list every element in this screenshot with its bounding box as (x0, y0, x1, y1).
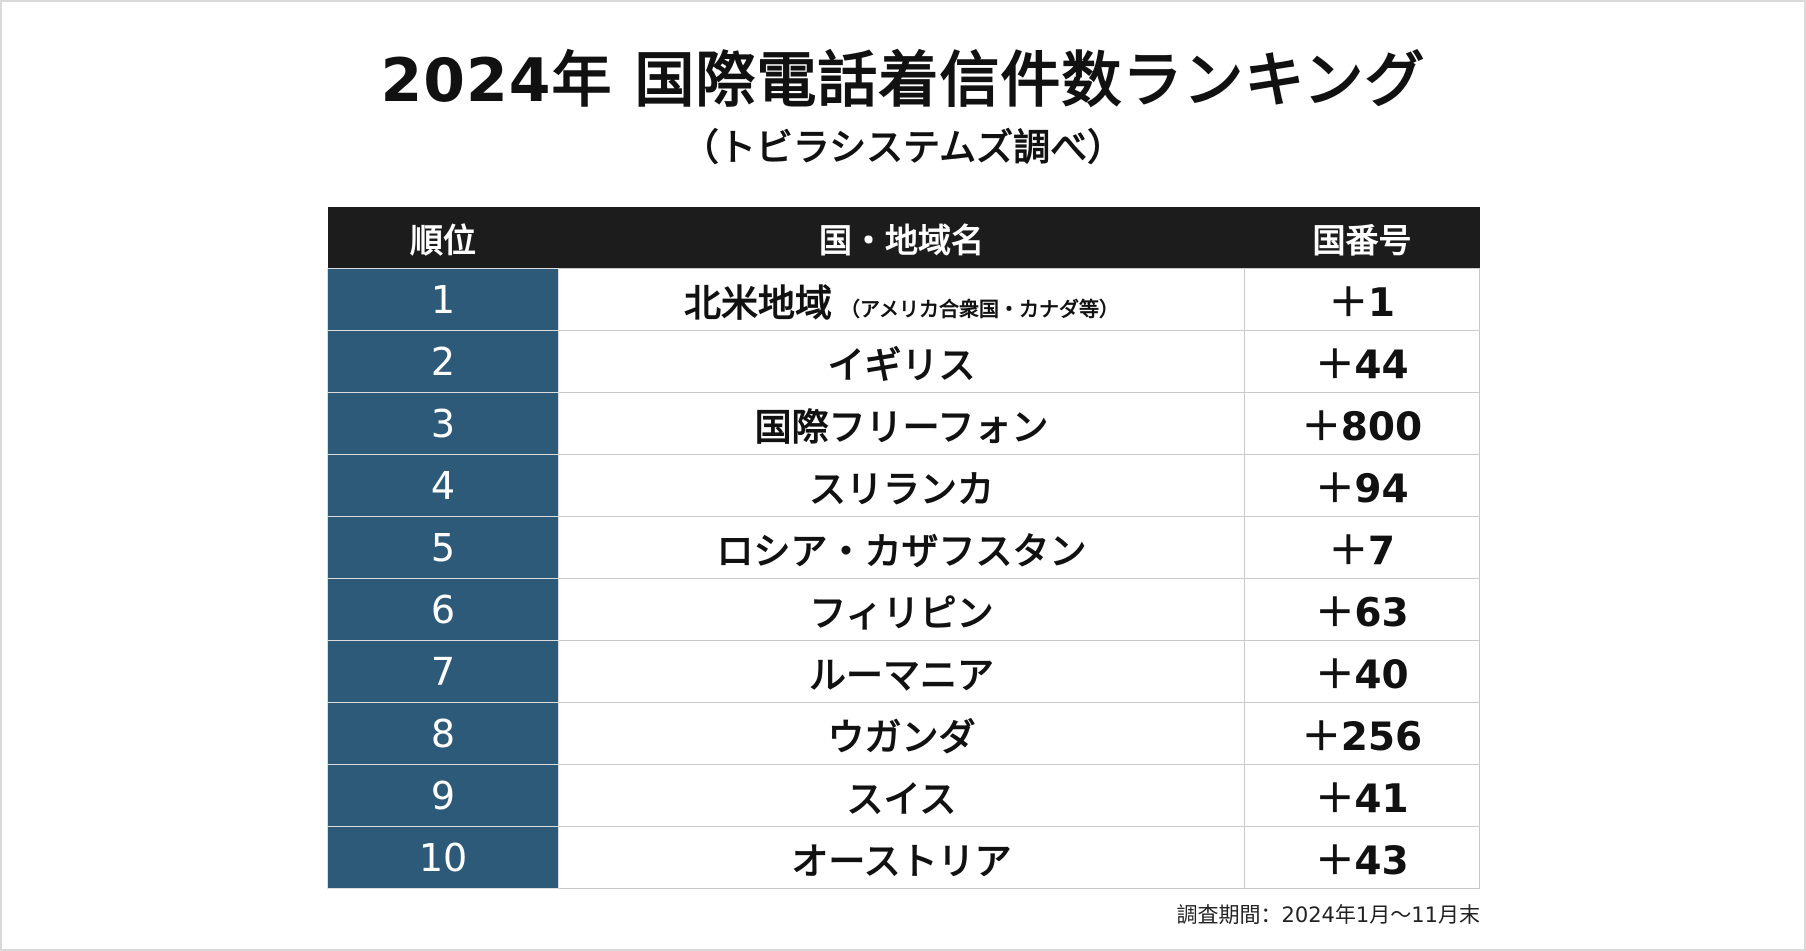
table-row: 4 スリランカ ＋94 (327, 454, 1480, 517)
region-cell: イギリス (558, 330, 1245, 393)
code-column-header: 国番号 (1244, 207, 1480, 269)
region-cell: スリランカ (558, 454, 1245, 517)
region-note: （アメリカ合衆国・カナダ等） (840, 296, 1119, 321)
table-row: 1 北米地域 （アメリカ合衆国・カナダ等） ＋1 (327, 268, 1480, 331)
country-code-cell: ＋63 (1244, 578, 1480, 641)
rank-cell: 4 (327, 454, 559, 517)
country-code-cell: ＋94 (1244, 454, 1480, 517)
country-code-cell: ＋800 (1244, 392, 1480, 455)
country-code-cell: ＋1 (1244, 268, 1480, 331)
rank-cell: 9 (327, 764, 559, 827)
rank-column-header: 順位 (327, 207, 559, 269)
header-row: 順位 国・地域名 国番号 (327, 207, 1480, 269)
rank-cell: 3 (327, 392, 559, 455)
rank-cell: 2 (327, 330, 559, 393)
country-code-cell: ＋44 (1244, 330, 1480, 393)
rank-cell: 5 (327, 516, 559, 579)
region-cell: フィリピン (558, 578, 1245, 641)
page-title: 2024年 国際電話着信件数ランキング (380, 46, 1426, 116)
table-row: 5 ロシア・カザフスタン ＋7 (327, 516, 1480, 579)
region-name: 北米地域 (684, 281, 832, 325)
region-cell: ウガンダ (558, 702, 1245, 765)
country-code-cell: ＋41 (1244, 764, 1480, 827)
survey-period-note: 調査期間：2024年1月〜11月末 (1176, 903, 1480, 927)
table-row: 6 フィリピン ＋63 (327, 578, 1480, 641)
region-cell: スイス (558, 764, 1245, 827)
country-code-cell: ＋256 (1244, 702, 1480, 765)
rank-cell: 6 (327, 578, 559, 641)
region-cell: 国際フリーフォン (558, 392, 1245, 455)
rank-cell: 10 (327, 826, 559, 889)
region-cell: 北米地域 （アメリカ合衆国・カナダ等） (558, 268, 1245, 331)
ranking-table-body: 1 北米地域 （アメリカ合衆国・カナダ等） ＋1 2 イギリス ＋44 3 国際フ… (327, 268, 1480, 889)
table-row: 10 オーストリア ＋43 (327, 826, 1480, 889)
region-cell: オーストリア (558, 826, 1245, 889)
rank-cell: 8 (327, 702, 559, 765)
table-row: 8 ウガンダ ＋256 (327, 702, 1480, 765)
ranking-table: 順位 国・地域名 国番号 1 北米地域 （アメリカ合衆国・カナダ等） ＋1 2 イ… (327, 207, 1480, 889)
table-row: 9 スイス ＋41 (327, 764, 1480, 827)
table-row: 2 イギリス ＋44 (327, 330, 1480, 393)
table-row: 3 国際フリーフォン ＋800 (327, 392, 1480, 455)
region-column-header: 国・地域名 (558, 207, 1245, 269)
region-cell: ルーマニア (558, 640, 1245, 703)
country-code-cell: ＋7 (1244, 516, 1480, 579)
country-code-cell: ＋40 (1244, 640, 1480, 703)
page-subtitle: （トビラシステムズ調べ） (681, 126, 1125, 169)
region-cell: ロシア・カザフスタン (558, 516, 1245, 579)
rank-cell: 7 (327, 640, 559, 703)
rank-cell: 1 (327, 268, 559, 331)
table-row: 7 ルーマニア ＋40 (327, 640, 1480, 703)
country-code-cell: ＋43 (1244, 826, 1480, 889)
ranking-table-header: 順位 国・地域名 国番号 (327, 207, 1480, 269)
